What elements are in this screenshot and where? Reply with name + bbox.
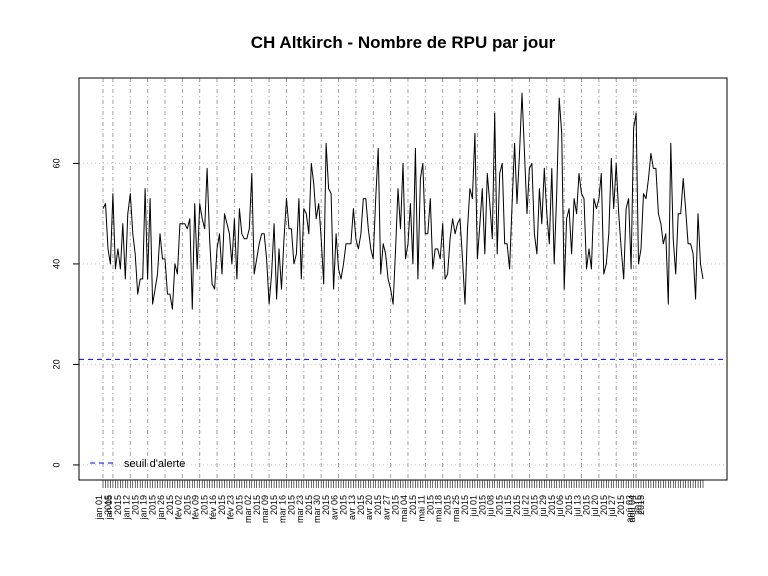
x-tick-label-14: fév 16: [208, 495, 218, 520]
x-tick-label-35: 2015: [391, 495, 401, 515]
x-tick-label-12: fév 09: [191, 495, 201, 520]
x-tick-label-9: 2015: [165, 495, 175, 515]
x-tick-label-47: 2015: [495, 495, 505, 515]
x-tick-label-26: mar 30: [312, 495, 322, 523]
x-tick-label-7: 2015: [148, 495, 158, 515]
x-tick-label-15: 2015: [217, 495, 227, 515]
x-tick-label-64: aoû 04: [627, 495, 637, 523]
x-tick-label-54: jul 06: [555, 495, 565, 518]
legend-label-alert: seuil d'alerte: [124, 458, 185, 470]
x-tick-label-5: 2015: [130, 495, 140, 515]
x-tick-label-20: mar 09: [260, 495, 270, 523]
x-tick-label-60: jul 27: [607, 495, 617, 518]
x-tick-label-56: jul 13: [573, 495, 583, 518]
x-tick-label-28: avr 06: [330, 495, 340, 520]
x-tick-label-34: avr 27: [382, 495, 392, 520]
x-tick-label-59: 2015: [599, 495, 609, 515]
x-tick-label-45: 2015: [477, 495, 487, 515]
x-tick-label-65: 2015: [636, 495, 646, 515]
x-tick-label-44: jui 01: [468, 495, 478, 518]
x-tick-label-3: 2015: [113, 495, 123, 515]
x-tick-label-19: 2015: [252, 495, 262, 515]
x-tick-label-6: jan 19: [139, 495, 149, 521]
x-tick-label-13: 2015: [200, 495, 210, 515]
x-tick-label-31: 2015: [356, 495, 366, 515]
x-tick-label-52: jui 29: [538, 495, 548, 518]
x-tick-label-4: jan 12: [121, 495, 131, 521]
x-tick-label-38: mai 11: [416, 495, 426, 521]
x-tick-label-53: 2015: [547, 495, 557, 515]
x-tick-label-32: avr 20: [364, 495, 374, 520]
y-tick-label-2: 40: [51, 259, 61, 269]
x-tick-label-22: mar 16: [277, 495, 287, 523]
x-tick-label-41: 2015: [443, 495, 453, 515]
x-tick-label-57: 2015: [582, 495, 592, 515]
x-tick-label-36: mai 04: [399, 495, 409, 522]
x-tick-label-39: 2015: [425, 495, 435, 515]
x-tick-label-58: jul 20: [590, 495, 600, 518]
x-tick-label-25: 2015: [304, 495, 314, 515]
grid-layer: [79, 78, 727, 480]
y-tick-label-0: 0: [51, 462, 61, 467]
y-axis: 0 20 40 60: [51, 158, 79, 467]
x-tick-label-48: jui 15: [503, 495, 513, 518]
x-tick-label-10: fév 02: [173, 495, 183, 520]
x-tick-label-61: 2015: [616, 495, 626, 515]
x-tick-label-42: mai 25: [451, 495, 461, 522]
x-tick-label-17: 2015: [234, 495, 244, 515]
x-tick-label-24: mar 23: [295, 495, 305, 523]
x-tick-label-46: jui 08: [486, 495, 496, 518]
x-tick-label-21: 2015: [269, 495, 279, 515]
x-tick-label-18: mar 02: [243, 495, 253, 523]
x-tick-label-40: mai 18: [434, 495, 444, 522]
x-tick-label-49: 2015: [512, 495, 522, 515]
x-tick-label-63: 2015: [634, 495, 644, 515]
x-tick-label-8: jan 26: [156, 495, 166, 521]
x-tick-label-55: 2015: [564, 495, 574, 515]
x-tick-label-29: 2015: [339, 495, 349, 515]
x-tick-label-11: 2015: [182, 495, 192, 515]
x-tick-label-51: 2015: [529, 495, 539, 515]
series-line: [102, 92, 704, 310]
x-tick-label-16: fév 23: [225, 495, 235, 520]
x-tick-label-50: jui 22: [520, 495, 530, 518]
x-tick-label-33: 2015: [373, 495, 383, 515]
x-tick-label-62: aoû 03: [625, 495, 635, 523]
x-tick-label-30: avr 13: [347, 495, 357, 520]
x-tick-label-0: jan 01: [94, 495, 104, 521]
x-tick-label-43: 2015: [460, 495, 470, 515]
series-layer: [102, 92, 704, 310]
y-tick-label-3: 60: [51, 158, 61, 168]
y-tick-label-1: 20: [51, 359, 61, 369]
plot-frame: [78, 77, 728, 481]
x-tick-label-23: 2015: [286, 495, 296, 515]
x-tick-label-37: 2015: [408, 495, 418, 515]
x-tick-label-2: jan 05: [104, 495, 114, 521]
legend: seuil d'alerte: [90, 458, 185, 470]
chart-title: CH Altkirch - Nombre de RPU par jour: [251, 33, 556, 52]
x-tick-label-27: 2015: [321, 495, 331, 515]
x-tick-label-1: 2015: [103, 495, 113, 515]
